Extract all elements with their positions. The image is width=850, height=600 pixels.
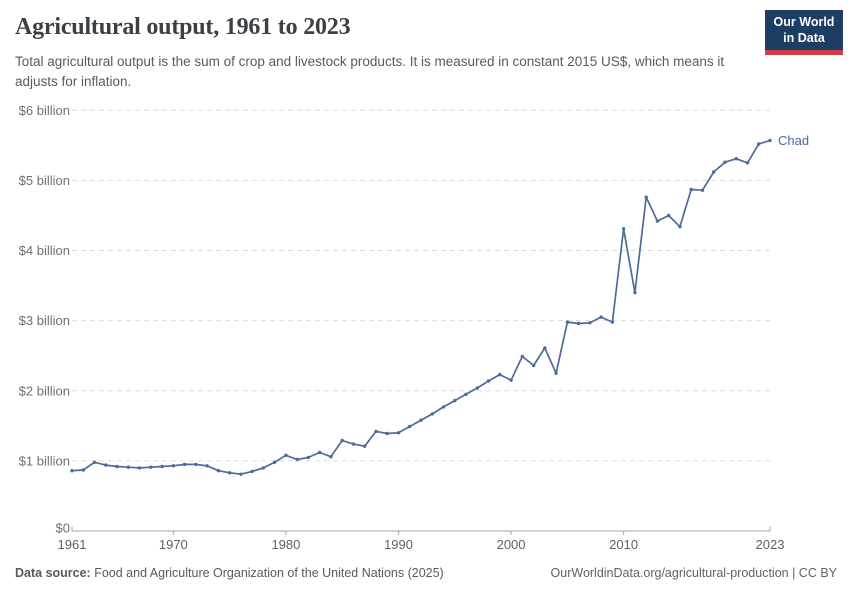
data-point-marker	[565, 320, 570, 324]
y-tick-label: $1 billion	[19, 453, 70, 468]
y-tick-label: $5 billion	[19, 173, 70, 188]
data-point-marker	[104, 463, 108, 467]
data-point-marker	[689, 187, 693, 192]
data-point-marker	[115, 464, 119, 469]
data-point-marker	[182, 462, 187, 467]
data-point-marker	[745, 161, 750, 165]
data-point-marker	[160, 464, 164, 469]
data-point-marker	[284, 453, 288, 457]
data-point-marker	[408, 424, 412, 429]
data-point-marker	[70, 469, 74, 473]
x-tick-label: 1990	[384, 537, 413, 552]
data-point-marker	[385, 431, 389, 436]
data-point-marker	[227, 471, 232, 475]
data-source-text: Food and Agriculture Organization of the…	[90, 566, 444, 580]
data-point-marker	[486, 379, 491, 383]
data-point-marker	[723, 160, 727, 164]
data-point-marker	[92, 460, 97, 464]
data-point-marker	[453, 398, 457, 403]
data-source-label: Data source:	[15, 566, 91, 580]
x-tick-label: 1970	[159, 537, 188, 552]
data-point-marker	[655, 219, 660, 223]
data-point-marker	[768, 138, 772, 143]
data-point-marker	[396, 431, 401, 435]
data-point-marker	[475, 386, 479, 390]
page-title: Agricultural output, 1961 to 2023	[15, 14, 351, 40]
x-tick-label: 2023	[756, 537, 785, 552]
chart-subtitle: Total agricultural output is the sum of …	[15, 54, 725, 89]
data-point-marker	[599, 315, 603, 319]
data-point-marker	[543, 346, 547, 350]
entity-label-chad[interactable]: Chad	[778, 133, 809, 148]
data-point-marker	[588, 321, 592, 325]
data-point-marker	[576, 321, 581, 326]
data-point-marker	[430, 412, 434, 416]
data-source: Data source: Food and Agriculture Organi…	[15, 566, 444, 580]
data-point-marker	[610, 320, 615, 324]
data-point-marker	[239, 472, 243, 476]
data-point-marker	[137, 466, 142, 470]
owid-logo-line1: Our World	[773, 15, 835, 29]
data-point-marker	[205, 464, 209, 468]
data-point-marker	[531, 363, 536, 368]
y-tick-label: $3 billion	[19, 313, 70, 328]
data-point-marker	[554, 371, 558, 375]
data-point-marker	[498, 372, 502, 377]
x-tick-label: 1961	[58, 537, 87, 552]
data-point-marker	[149, 465, 153, 469]
data-point-marker	[678, 225, 682, 229]
data-point-marker	[757, 142, 761, 146]
y-tick-label: $4 billion	[19, 243, 70, 258]
data-point-marker	[520, 354, 524, 359]
owid-logo-line2: in Data	[783, 30, 825, 45]
data-point-marker	[700, 188, 705, 192]
y-tick-label: $6 billion	[19, 103, 70, 118]
data-point-marker	[272, 460, 277, 464]
data-point-marker	[126, 465, 130, 469]
data-point-marker	[441, 405, 446, 409]
data-point-marker	[419, 418, 423, 422]
chad-line[interactable]	[71, 139, 771, 476]
x-tick-label: 2000	[497, 537, 526, 552]
y-tick-label: $0	[56, 521, 70, 536]
data-point-marker	[374, 429, 378, 434]
owid-logo[interactable]: Our World in Data	[765, 10, 843, 56]
data-point-marker	[363, 444, 367, 448]
data-point-marker	[464, 392, 468, 396]
data-point-marker	[194, 462, 198, 467]
data-point-marker	[318, 450, 322, 455]
data-point-marker	[329, 455, 333, 459]
data-point-marker	[340, 438, 344, 443]
data-point-marker	[667, 213, 671, 218]
data-point-marker	[644, 195, 648, 199]
data-point-marker	[351, 442, 356, 446]
data-point-marker	[621, 227, 626, 231]
data-point-marker	[250, 469, 254, 474]
data-point-marker	[295, 457, 299, 462]
data-point-marker	[216, 469, 221, 473]
data-point-marker	[81, 468, 86, 472]
y-tick-label: $2 billion	[19, 383, 70, 398]
footer-link[interactable]: OurWorldinData.org/agricultural-producti…	[550, 566, 837, 580]
data-point-marker	[306, 455, 311, 460]
data-point-marker	[509, 378, 513, 382]
x-tick-label: 1980	[271, 537, 300, 552]
x-tick-label: 2010	[609, 537, 638, 552]
data-point-marker	[734, 157, 738, 161]
data-point-marker	[712, 170, 716, 174]
data-point-marker	[171, 464, 175, 468]
data-point-marker	[633, 290, 637, 295]
data-point-marker	[261, 466, 266, 470]
